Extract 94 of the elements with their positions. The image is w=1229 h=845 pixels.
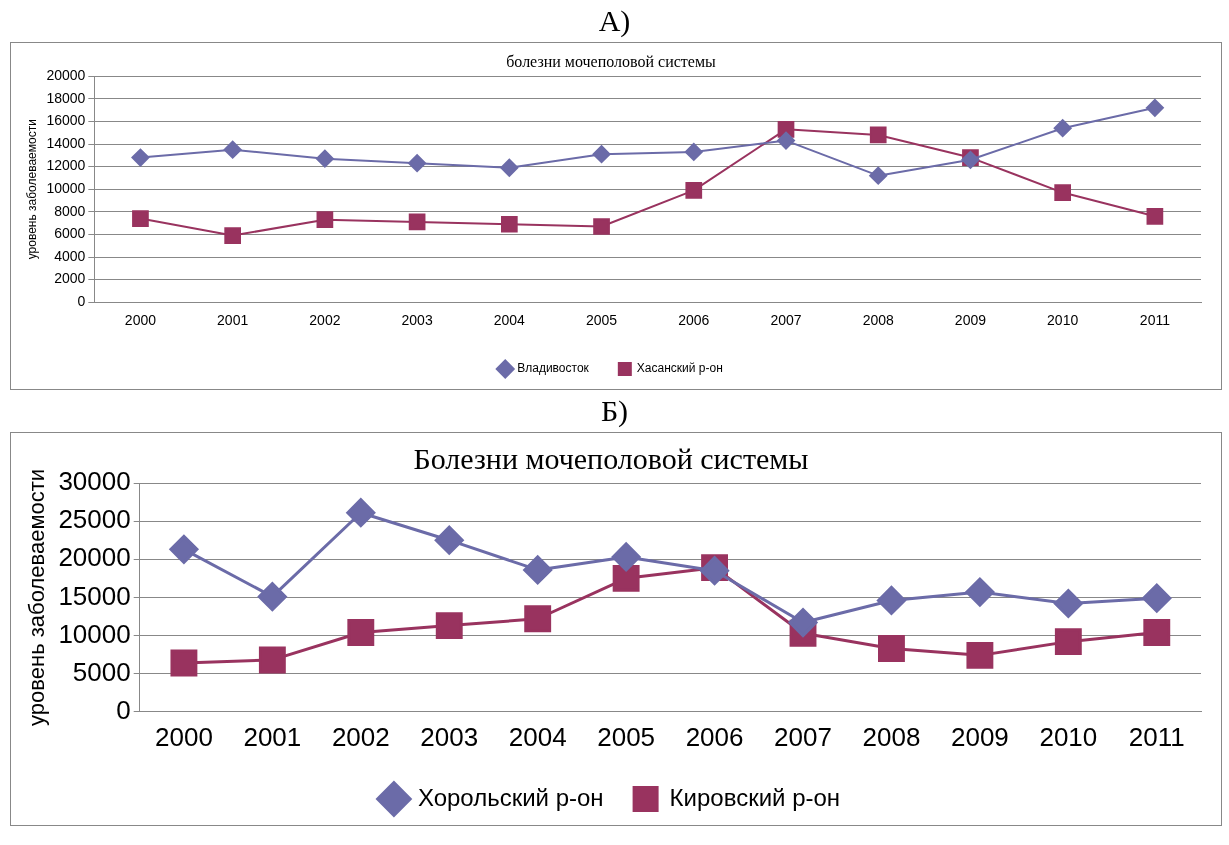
point bbox=[1053, 119, 1072, 138]
x-tick-label: 2008 bbox=[862, 312, 894, 329]
point bbox=[1054, 184, 1072, 201]
point bbox=[316, 211, 334, 229]
x-tick-label: 2008 bbox=[862, 721, 921, 752]
point bbox=[592, 145, 611, 164]
x-tick-label: 2001 bbox=[243, 721, 302, 752]
x-tick-label: 2005 bbox=[585, 312, 618, 329]
point bbox=[593, 218, 610, 235]
point bbox=[170, 649, 198, 677]
y-tick-label: 14000 bbox=[46, 134, 86, 151]
point bbox=[257, 582, 287, 612]
y-tick-label: 30000 bbox=[58, 466, 131, 497]
text: А) bbox=[597, 3, 632, 39]
y-tick-label: 10000 bbox=[58, 618, 131, 649]
x-tick-label: 2010 bbox=[1039, 721, 1098, 752]
x-tick-label: 2003 bbox=[420, 721, 479, 752]
x-tick-label: 2004 bbox=[493, 312, 526, 329]
point bbox=[408, 213, 426, 231]
point bbox=[523, 555, 553, 585]
point bbox=[869, 166, 888, 185]
point bbox=[966, 641, 994, 669]
y-tick-label: 6000 bbox=[54, 225, 86, 242]
x-tick-label: 2000 bbox=[124, 312, 157, 329]
point bbox=[132, 210, 149, 227]
x-tick-label: 2010 bbox=[1047, 312, 1079, 329]
point bbox=[788, 608, 818, 638]
x-tick-label: 2004 bbox=[508, 721, 567, 752]
x-tick-label: 2011 bbox=[1139, 312, 1171, 329]
point bbox=[1143, 619, 1171, 646]
x-tick-label: 2009 bbox=[950, 721, 1009, 752]
point bbox=[612, 564, 640, 592]
y-tick-label: 16000 bbox=[46, 112, 86, 129]
point bbox=[1142, 583, 1172, 613]
x-tick-label: 2002 bbox=[309, 312, 341, 329]
point bbox=[685, 181, 703, 199]
point bbox=[1053, 589, 1083, 618]
y-axis-title: уровень заболеваемости bbox=[24, 468, 50, 726]
x-tick-label: 2006 bbox=[678, 312, 710, 329]
point bbox=[777, 131, 795, 150]
chart-title: болезни мочеполовой системы bbox=[506, 52, 717, 70]
y-tick-label: 0 bbox=[116, 694, 131, 725]
text: Б) bbox=[599, 393, 630, 429]
x-tick-label: 2002 bbox=[331, 721, 390, 752]
y-axis-title: уровень заболеваемости bbox=[24, 119, 39, 260]
legend-label: Хасанский р-он bbox=[636, 361, 723, 376]
y-tick-label: 4000 bbox=[54, 247, 86, 264]
point bbox=[965, 577, 995, 607]
chart-title: Болезни мочеполовой системы bbox=[413, 441, 809, 475]
point bbox=[611, 542, 641, 572]
point bbox=[131, 148, 150, 167]
x-tick-label: 2006 bbox=[685, 721, 744, 752]
legend-label: Кировский р-он bbox=[669, 783, 841, 811]
x-tick-label: 2001 bbox=[217, 312, 249, 329]
legend-label: Хорольский р-он bbox=[417, 783, 604, 811]
x-tick-label: 2011 bbox=[1128, 721, 1185, 752]
y-tick-label: 15000 bbox=[58, 580, 131, 611]
x-tick-label: 2007 bbox=[770, 312, 802, 329]
x-tick-label: 2003 bbox=[401, 312, 433, 329]
x-tick-label: 2000 bbox=[155, 721, 213, 752]
point bbox=[1054, 628, 1082, 656]
y-tick-label: 10000 bbox=[46, 180, 86, 197]
point bbox=[524, 605, 552, 633]
legend-label: Владивосток bbox=[517, 361, 590, 376]
point bbox=[1145, 98, 1164, 117]
y-tick-label: 2000 bbox=[54, 270, 86, 287]
y-tick-label: 0 bbox=[77, 293, 86, 310]
point bbox=[434, 525, 464, 555]
point bbox=[315, 149, 334, 168]
point bbox=[224, 227, 242, 244]
point bbox=[876, 585, 906, 615]
y-tick-label: 25000 bbox=[58, 504, 131, 535]
point bbox=[223, 140, 242, 159]
y-tick-label: 18000 bbox=[46, 89, 86, 106]
x-tick-label: 2007 bbox=[774, 721, 832, 752]
point bbox=[1146, 207, 1164, 225]
y-tick-label: 8000 bbox=[54, 202, 86, 219]
y-tick-label: 12000 bbox=[46, 157, 86, 174]
point bbox=[878, 635, 905, 662]
y-tick-label: 20000 bbox=[46, 67, 86, 84]
point bbox=[500, 215, 518, 233]
y-tick-label: 20000 bbox=[58, 542, 131, 573]
point bbox=[169, 534, 199, 564]
point bbox=[869, 126, 887, 144]
y-tick-label: 5000 bbox=[72, 656, 131, 687]
point bbox=[408, 154, 427, 173]
x-tick-label: 2005 bbox=[597, 721, 656, 752]
x-tick-label: 2009 bbox=[954, 312, 987, 329]
point bbox=[258, 646, 286, 674]
point bbox=[684, 142, 703, 161]
point bbox=[347, 619, 375, 646]
point bbox=[435, 612, 463, 640]
point bbox=[346, 498, 376, 528]
point bbox=[500, 158, 519, 177]
